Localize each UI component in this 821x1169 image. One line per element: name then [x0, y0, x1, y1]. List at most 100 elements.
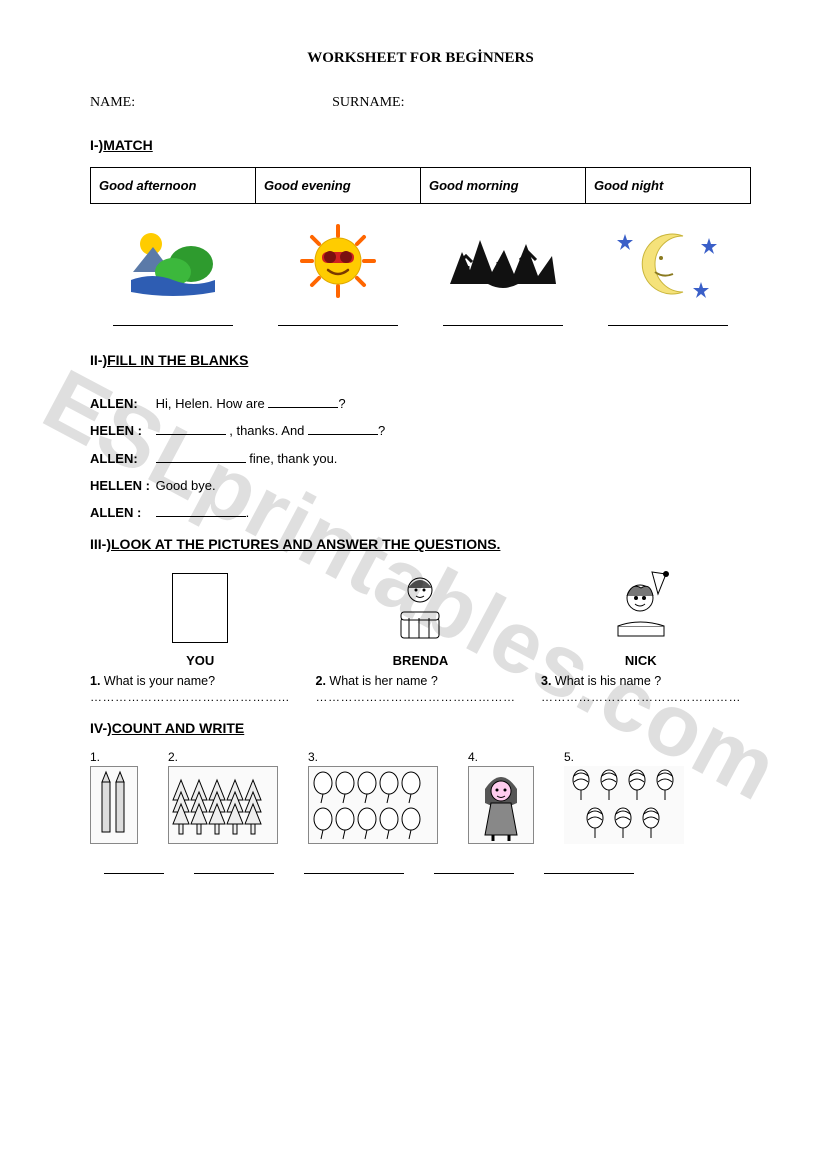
section1-title: MATCH	[103, 137, 153, 153]
nick-label: NICK	[556, 653, 726, 668]
match-blank-row	[90, 312, 751, 326]
question: 3. What is his name ?	[541, 674, 751, 688]
count-item: 3.	[308, 750, 438, 844]
answer-dots: …………………………………………	[316, 690, 526, 704]
q-num: 3.	[541, 674, 551, 688]
q-text: What is her name ?	[329, 674, 437, 688]
blank-line	[104, 860, 164, 874]
blank-line	[544, 860, 634, 874]
match-cell: Good night	[586, 168, 751, 204]
section3-pictures: YOU BRENDA NICK	[90, 568, 751, 668]
match-cell: Good afternoon	[91, 168, 256, 204]
count-item: 5.	[564, 750, 684, 844]
dialog-text: , thanks. And	[226, 423, 308, 438]
question: 2. What is her name ?	[316, 674, 526, 688]
balloons-icon	[308, 766, 438, 844]
dialog-line: HELEN : , thanks. And ?	[90, 417, 751, 444]
section2-heading: II-)FILL IN THE BLANKS	[90, 352, 751, 368]
dialog-text: .	[246, 505, 250, 520]
sun-icon	[288, 222, 388, 300]
trees-icon	[168, 766, 278, 844]
section4-blanks	[90, 860, 751, 874]
brenda-label: BRENDA	[335, 653, 505, 668]
blank-line	[156, 434, 226, 435]
section3-heading: III-)LOOK AT THE PICTURES AND ANSWER THE…	[90, 536, 751, 552]
section3-title: LOOK AT THE PICTURES AND ANSWER THE QUES…	[111, 536, 500, 552]
blank-line	[268, 407, 338, 408]
night-scene-icon	[448, 222, 558, 304]
blank-line	[304, 860, 404, 874]
girl-icon	[468, 766, 534, 844]
dialog-text: ?	[378, 423, 385, 438]
blank-line	[308, 434, 378, 435]
match-cell: Good evening	[256, 168, 421, 204]
section1-heading: I-)MATCH	[90, 137, 751, 153]
speaker-label: ALLEN :	[90, 499, 152, 526]
blank-line	[608, 312, 728, 326]
section3-questions: 1. What is your name? 2. What is her nam…	[90, 674, 751, 688]
flowers-icon	[564, 766, 684, 844]
answer-dots: …………………………………………	[90, 690, 300, 704]
blank-line	[194, 860, 274, 874]
dialog-text: Hi, Helen. How are	[156, 396, 269, 411]
landscape-icon	[123, 222, 223, 300]
blank-line	[113, 312, 233, 326]
dialog-text: Good bye.	[156, 478, 216, 493]
surname-label: SURNAME:	[332, 95, 404, 110]
speaker-label: HELEN :	[90, 417, 152, 444]
section3-answers: ………………………………………… ………………………………………… …………………	[90, 690, 751, 704]
q-num: 2.	[316, 674, 326, 688]
you-box	[172, 573, 228, 643]
item-num: 2.	[168, 750, 178, 764]
name-label: NAME:	[90, 95, 135, 110]
section4-title: COUNT AND WRITE	[112, 720, 244, 736]
blank-line	[156, 462, 246, 463]
speaker-label: ALLEN:	[90, 445, 152, 472]
blank-line	[156, 516, 246, 517]
dialog-line: ALLEN: fine, thank you.	[90, 445, 751, 472]
item-num: 4.	[468, 750, 478, 764]
name-line: NAME: SURNAME:	[90, 95, 751, 111]
q-text: What is his name ?	[555, 674, 661, 688]
count-item: 4.	[468, 750, 534, 844]
item-num: 5.	[564, 750, 574, 764]
girl-cake-icon	[379, 572, 461, 650]
you-label: YOU	[115, 653, 285, 668]
match-table: Good afternoon Good evening Good morning…	[90, 167, 751, 204]
dialog: ALLEN: Hi, Helen. How are ? HELEN : , th…	[90, 390, 751, 526]
section3-prefix: III-)	[90, 536, 111, 552]
speaker-label: HELLEN :	[90, 472, 152, 499]
section1-prefix: I-)	[90, 137, 103, 153]
section4-prefix: IV-)	[90, 720, 112, 736]
dialog-line: ALLEN: Hi, Helen. How are ?	[90, 390, 751, 417]
nick-column: NICK	[556, 568, 726, 668]
dialog-line: ALLEN : .	[90, 499, 751, 526]
q-num: 1.	[90, 674, 100, 688]
section2-prefix: II-)	[90, 352, 107, 368]
dialog-line: HELLEN : Good bye.	[90, 472, 751, 499]
q-text: What is your name?	[104, 674, 215, 688]
page-title: WORKSHEET FOR BEGİNNERS	[90, 50, 751, 67]
section2-title: FILL IN THE BLANKS	[107, 352, 248, 368]
blank-line	[278, 312, 398, 326]
match-cell: Good morning	[421, 168, 586, 204]
blank-line	[443, 312, 563, 326]
question: 1. What is your name?	[90, 674, 300, 688]
pencils-icon	[90, 766, 138, 844]
section4-items: 1. 2. 3.	[90, 750, 751, 844]
match-pictures-row	[90, 222, 751, 304]
boy-hat-icon	[600, 568, 682, 650]
you-column: YOU	[115, 573, 285, 668]
section4-heading: IV-)COUNT AND WRITE	[90, 720, 751, 736]
moon-icon	[613, 222, 723, 304]
item-num: 3.	[308, 750, 318, 764]
brenda-column: BRENDA	[335, 572, 505, 668]
blank-line	[434, 860, 514, 874]
dialog-text: fine, thank you.	[246, 451, 338, 466]
dialog-text: ?	[338, 396, 345, 411]
speaker-label: ALLEN:	[90, 390, 152, 417]
count-item: 2.	[168, 750, 278, 844]
count-item: 1.	[90, 750, 138, 844]
answer-dots: …………………………………………	[541, 690, 751, 704]
item-num: 1.	[90, 750, 100, 764]
